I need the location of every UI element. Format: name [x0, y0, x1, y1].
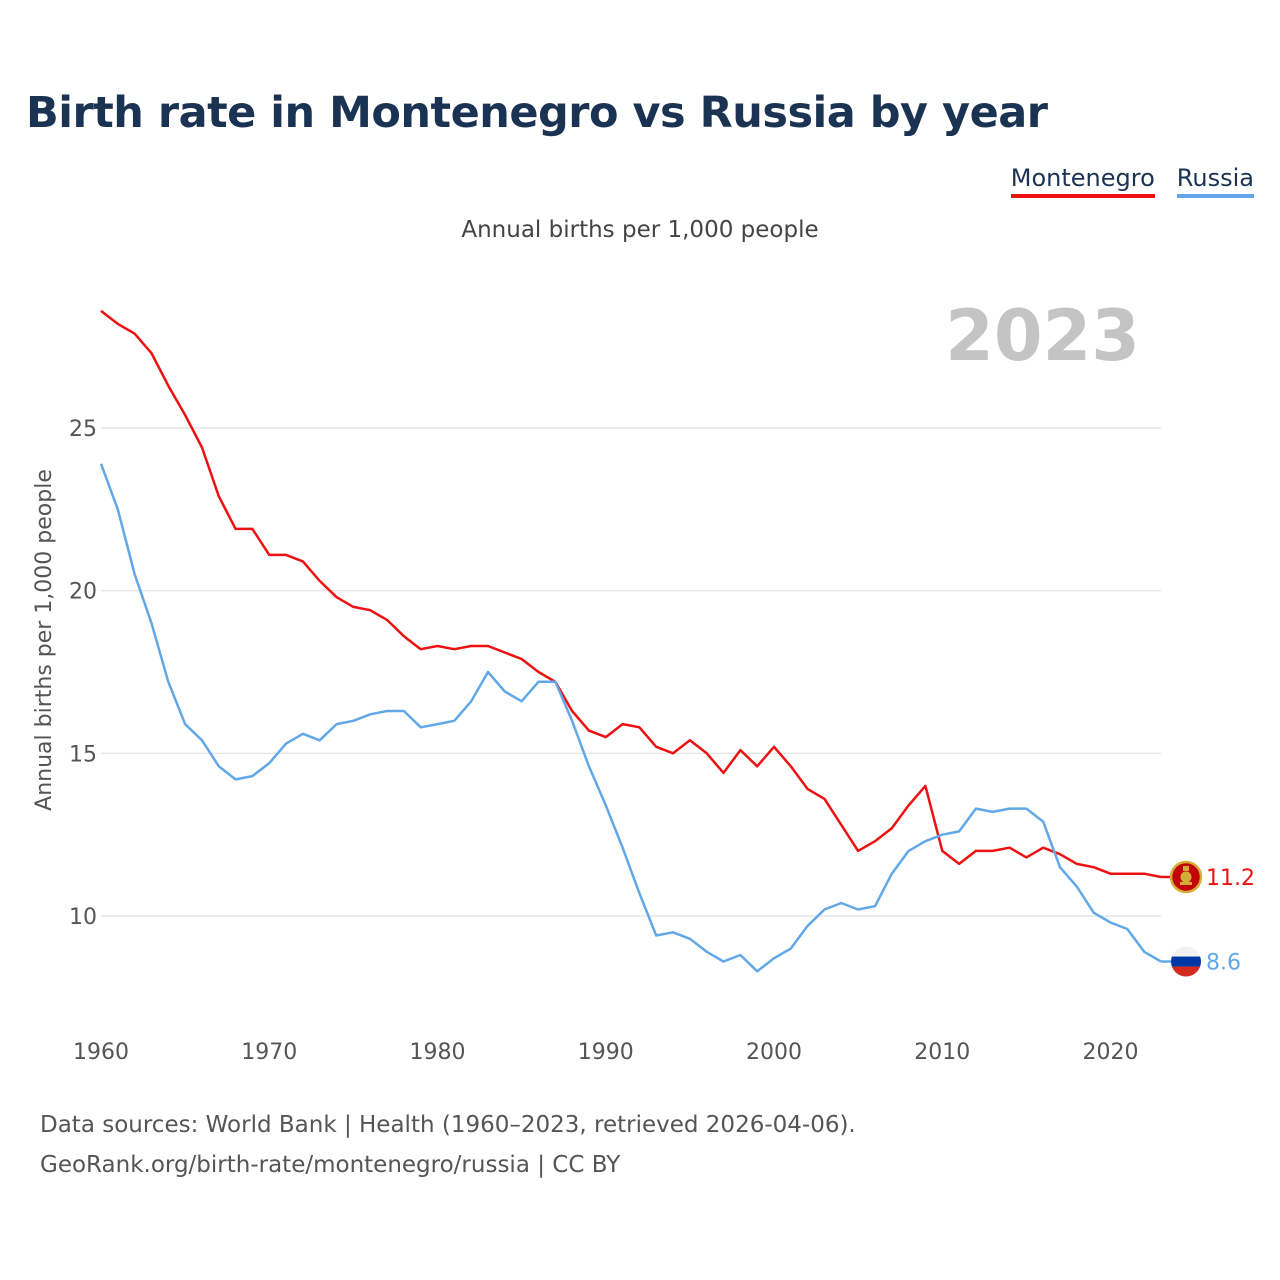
y-tick-label: 15 [69, 742, 97, 767]
x-tick-label: 1980 [410, 1040, 466, 1065]
x-tick-label: 2020 [1083, 1040, 1139, 1065]
chart-subtitle: Annual births per 1,000 people [461, 217, 819, 243]
x-tick-label: 2000 [746, 1040, 802, 1065]
flag-icon-russia [1171, 946, 1201, 977]
y-tick-label: 20 [69, 580, 97, 605]
x-tick-label: 2010 [914, 1040, 970, 1065]
x-tick-label: 1990 [578, 1040, 634, 1065]
footer: Data sources: World Bank | Health (1960–… [40, 1105, 856, 1185]
source-url[interactable]: GeoRank.org/birth-rate/montenegro/russia… [40, 1152, 621, 1178]
series-lines [99, 309, 1162, 973]
year-display: 2023 [945, 295, 1140, 377]
y-tick-label: 25 [69, 417, 97, 442]
x-tick-label: 1960 [73, 1040, 129, 1065]
flag-icon-montenegro [1169, 860, 1203, 894]
y-axis-label: Annual births per 1,000 people [32, 469, 57, 811]
gridlines [101, 427, 1161, 917]
legend-item-russia[interactable]: Russia [1176, 164, 1254, 198]
legend-item-montenegro[interactable]: Montenegro [1010, 164, 1155, 198]
x-tick-label: 1970 [241, 1040, 297, 1065]
end-value-label-montenegro: 11.2 [1206, 866, 1255, 891]
x-axis-ticks: 1960 1970 1980 1990 2000 2010 2020 [73, 1040, 1139, 1065]
end-markers: 11.2 8.6 [1161, 860, 1255, 977]
data-source-note: Data sources: World Bank | Health (1960–… [40, 1112, 856, 1138]
end-value-label-russia: 8.6 [1206, 951, 1241, 976]
y-tick-label: 10 [69, 905, 97, 930]
series-line-russia [99, 463, 1162, 973]
chart-title: Birth rate in Montenegro vs Russia by ye… [26, 88, 1048, 138]
legend: Montenegro Russia [1010, 164, 1254, 198]
series-line-montenegro [100, 309, 1162, 879]
y-axis-ticks: 10 15 20 25 [69, 417, 97, 930]
